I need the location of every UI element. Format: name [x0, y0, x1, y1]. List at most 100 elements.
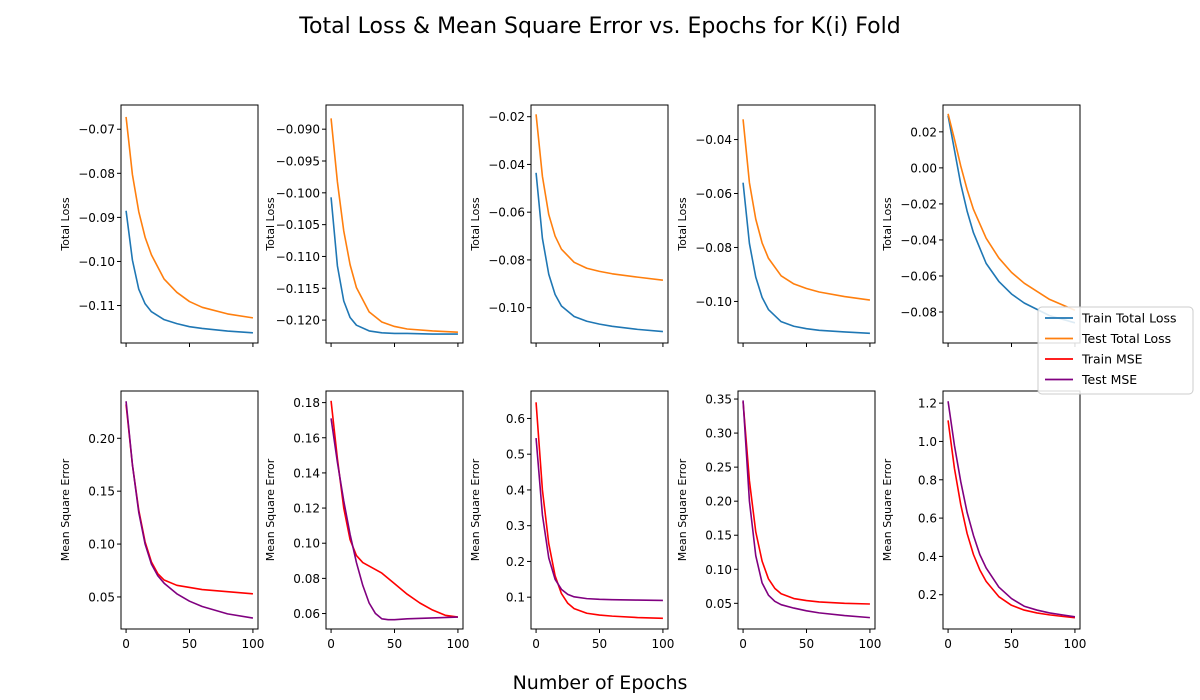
y-tick-label: 0.20 — [705, 495, 732, 509]
y-tick-label: −0.08 — [488, 253, 525, 267]
figure-title: Total Loss & Mean Square Error vs. Epoch… — [298, 14, 900, 39]
series-line-train-total-loss — [947, 115, 1076, 324]
y-tick-label: 0.8 — [918, 473, 937, 487]
x-tick-label: 0 — [122, 637, 130, 651]
subplot-mse-fold-4: 0.35 0.30 0.25 0.20 0.15 0.10 0.05 0 50 100 Mean S… — [676, 390, 881, 651]
y-tick-label: −0.08 — [900, 306, 937, 320]
axes-frame — [530, 104, 669, 344]
y-tick-label: −0.06 — [695, 187, 732, 201]
y-tick-label: −0.10 — [695, 295, 732, 309]
axes-frame — [942, 104, 1081, 344]
y-axis-label: Total Loss — [59, 197, 72, 252]
x-tick-label: 0 — [739, 637, 747, 651]
y-tick-label: 0.00 — [910, 161, 937, 175]
y-tick-label: 0.6 — [918, 512, 937, 526]
y-tick-label: −0.04 — [695, 133, 732, 147]
y-axis-label: Mean Square Error — [59, 458, 72, 561]
series-line-train-mse — [947, 420, 1076, 619]
x-tick-label: 100 — [858, 637, 881, 651]
y-tick-label: 0.10 — [88, 538, 115, 552]
y-tick-label: −0.09 — [78, 211, 115, 225]
legend-label: Test MSE — [1081, 372, 1137, 387]
series-line-train-mse — [125, 404, 253, 595]
y-tick-label: 1.2 — [918, 397, 937, 411]
series-line-train-mse — [330, 400, 459, 618]
x-tick-label: 50 — [799, 637, 814, 651]
y-tick-label: 0.1 — [506, 591, 525, 605]
x-tick-label: 100 — [651, 637, 674, 651]
y-tick-label: 0.6 — [506, 412, 525, 426]
y-axis-label: Mean Square Error — [881, 458, 894, 561]
y-tick-label: 0.02 — [910, 125, 937, 139]
subplot-mse-fold-2: 0.18 0.16 0.14 0.12 0.10 0.08 0.06 0 50 100 Mean S… — [264, 390, 469, 651]
series-line-test-mse — [947, 401, 1076, 618]
y-tick-label: −0.04 — [900, 233, 937, 247]
y-tick-label: −0.08 — [695, 241, 732, 255]
subplot-loss-fold-4: −0.04 −0.06 −0.08 −0.10 Total Loss — [676, 104, 876, 347]
y-tick-label: 0.2 — [918, 588, 937, 602]
x-tick-label: 50 — [1004, 637, 1019, 651]
axes-frame — [737, 104, 876, 344]
series-line-train-total-loss — [125, 210, 253, 334]
x-tick-label: 50 — [387, 637, 402, 651]
axes-frame — [325, 104, 464, 344]
x-tick-label: 0 — [327, 637, 335, 651]
y-tick-label: 0.12 — [293, 502, 320, 516]
y-tick-label: −0.090 — [276, 123, 320, 137]
y-tick-label: 0.18 — [293, 396, 320, 410]
x-tick-label: 100 — [446, 637, 469, 651]
y-axis-label: Mean Square Error — [264, 458, 277, 561]
y-tick-label: 0.08 — [293, 572, 320, 586]
y-axis-label: Total Loss — [676, 197, 689, 252]
y-tick-label: −0.08 — [78, 167, 115, 181]
y-tick-label: 0.30 — [705, 427, 732, 441]
series-line-train-total-loss — [535, 172, 663, 333]
y-tick-label: −0.100 — [276, 186, 320, 200]
axes-frame — [737, 390, 876, 630]
axes-frame — [120, 104, 259, 344]
y-tick-label: 0.15 — [705, 529, 732, 543]
series-line-test-total-loss — [125, 116, 254, 319]
y-tick-label: 0.35 — [705, 393, 732, 407]
series-line-test-mse — [742, 400, 870, 619]
series-line-train-total-loss — [742, 182, 870, 335]
series-line-train-mse — [535, 402, 663, 620]
series-line-train-total-loss — [330, 197, 458, 335]
subplot-loss-fold-3: −0.02 −0.04 −0.06 −0.08 −0.10 Total Loss — [469, 104, 669, 347]
y-axis-label: Total Loss — [881, 197, 894, 252]
y-tick-label: 0.5 — [506, 448, 525, 462]
subplot-mse-fold-5: 1.2 1.0 0.8 0.6 0.4 0.2 0 50 100 Mean Square Erro… — [881, 390, 1086, 651]
axes-frame — [325, 390, 464, 630]
subplot-loss-fold-5: 0.02 0.00 −0.02 −0.04 −0.06 −0.08 Total Loss — [881, 104, 1081, 347]
y-tick-label: 0.20 — [88, 432, 115, 446]
y-tick-label: −0.10 — [78, 255, 115, 269]
y-axis-label: Total Loss — [264, 197, 277, 252]
legend-label: Train Total Loss — [1081, 311, 1177, 326]
y-tick-label: −0.10 — [488, 301, 525, 315]
series-line-test-mse — [330, 418, 458, 621]
y-tick-label: 0.05 — [88, 590, 115, 604]
subplot-loss-fold-2: −0.090 −0.095 −0.100 −0.105 −0.110 −0.115 −0.1… — [264, 104, 464, 347]
y-tick-label: −0.02 — [488, 110, 525, 124]
y-tick-label: 0.06 — [293, 607, 320, 621]
y-tick-label: 0.4 — [918, 550, 937, 564]
y-tick-label: −0.07 — [78, 123, 115, 137]
y-tick-label: −0.120 — [276, 314, 320, 328]
y-tick-label: 0.16 — [293, 431, 320, 445]
series-line-test-total-loss — [535, 114, 664, 282]
y-tick-label: −0.11 — [78, 299, 115, 313]
subplot-loss-fold-1: −0.07 −0.08 −0.09 −0.10 −0.11 Total Loss — [59, 104, 259, 347]
x-tick-label: 50 — [182, 637, 197, 651]
series-line-test-mse — [535, 438, 663, 602]
y-tick-label: −0.02 — [900, 197, 937, 211]
y-tick-label: 0.2 — [506, 555, 525, 569]
subplot-mse-fold-3: 0.6 0.5 0.4 0.3 0.2 0.1 0 50 100 Mean Square Erro… — [469, 390, 674, 651]
legend-frame — [1037, 306, 1194, 395]
y-tick-label: 0.10 — [705, 563, 732, 577]
y-axis-label: Mean Square Error — [676, 458, 689, 561]
series-line-test-total-loss — [947, 113, 1076, 311]
series-line-test-total-loss — [742, 119, 871, 301]
legend-label: Test Total Loss — [1081, 331, 1171, 346]
